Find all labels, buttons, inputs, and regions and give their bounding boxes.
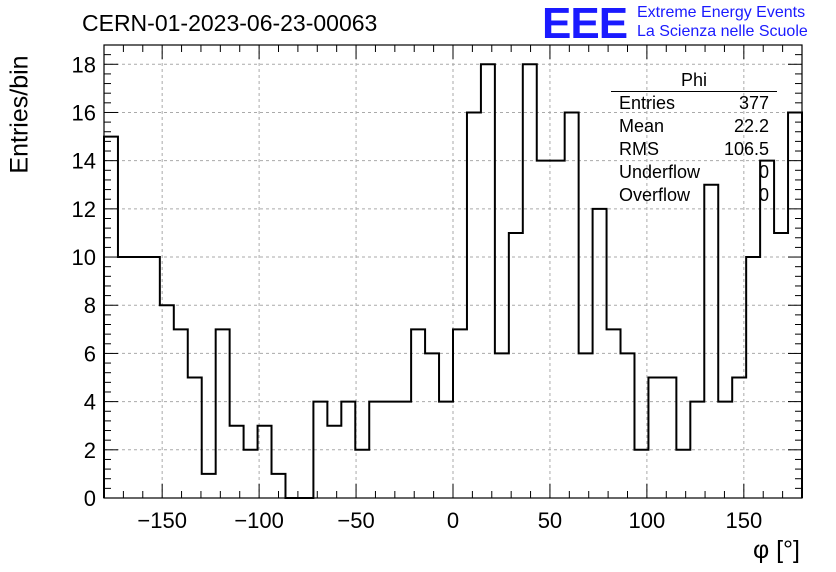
x-tick-label: 50	[538, 508, 562, 533]
stats-value: 0	[758, 162, 769, 182]
histogram-series	[103, 63, 803, 499]
logo-line-2: La Scienza nelle Scuole	[637, 23, 808, 40]
x-tick-label: −100	[234, 508, 284, 533]
stats-value: 377	[738, 93, 769, 113]
y-tick-label: 12	[72, 197, 96, 222]
eee-logo: EEE	[542, 0, 628, 48]
plot-frame	[103, 44, 803, 499]
x-tick-label: −50	[337, 508, 374, 533]
stats-box: Phi Entries 377 Mean 22.2 RMS 106.5 Unde…	[611, 70, 777, 207]
stats-row-entries: Entries 377	[611, 92, 777, 115]
stats-row-mean: Mean 22.2	[611, 115, 777, 138]
stats-row-rms: RMS 106.5	[611, 138, 777, 161]
stats-row-underflow: Underflow 0	[611, 161, 777, 184]
y-tick-label: 16	[72, 100, 96, 125]
y-tick-label: 2	[84, 438, 96, 463]
y-tick-label: 8	[84, 293, 96, 318]
stats-label: Mean	[619, 116, 665, 136]
stats-label: Underflow	[619, 162, 701, 182]
y-tick-label: 0	[84, 486, 96, 511]
chart-title: CERN-01-2023-06-23-00063	[82, 10, 378, 36]
stats-label: Entries	[619, 93, 676, 113]
stats-value: 0	[758, 185, 769, 205]
y-tick-label: 18	[72, 52, 96, 77]
stats-row-overflow: Overflow 0	[611, 184, 777, 207]
eee-logo-text: Extreme Energy Events La Scienza nelle S…	[637, 3, 808, 41]
stats-label: Overflow	[619, 185, 691, 205]
stats-value: 106.5	[723, 139, 769, 159]
x-tick-label: 0	[447, 508, 459, 533]
stats-title: Phi	[611, 70, 777, 92]
x-axis-label: φ [°]	[752, 536, 800, 564]
y-tick-label: 4	[84, 390, 96, 415]
logo-line-1: Extreme Energy Events	[637, 4, 806, 21]
y-tick-label: 14	[72, 149, 96, 174]
x-tick-label: 100	[629, 508, 666, 533]
stats-label: RMS	[619, 139, 659, 159]
stats-value: 22.2	[733, 116, 769, 136]
y-tick-label: 6	[84, 341, 96, 366]
x-tick-label: 150	[725, 508, 762, 533]
x-tick-label: −150	[137, 508, 187, 533]
y-tick-label: 10	[72, 245, 96, 270]
